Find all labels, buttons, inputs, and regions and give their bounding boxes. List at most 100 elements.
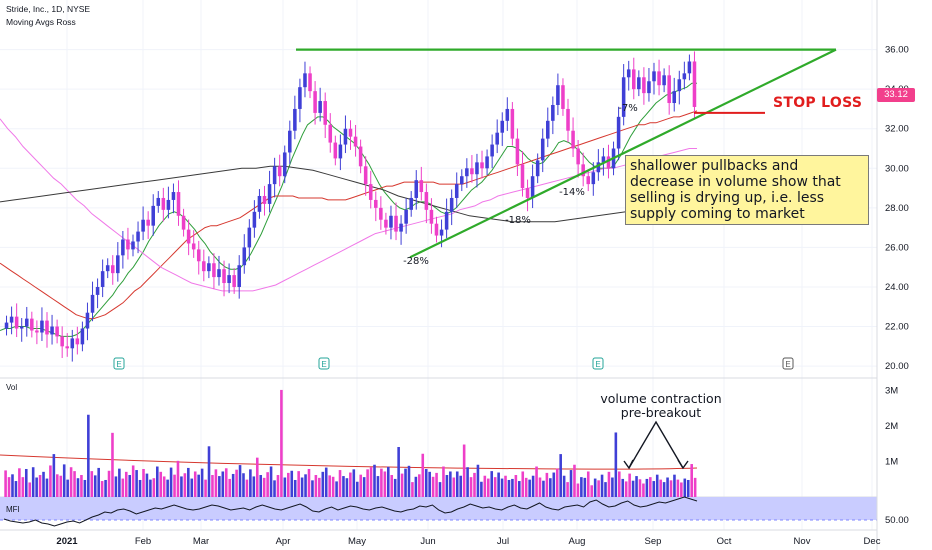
candle	[35, 330, 39, 333]
volume-bar	[331, 476, 335, 497]
volume-bar	[655, 474, 659, 497]
candle	[374, 199, 378, 208]
volume-bar	[590, 485, 594, 497]
candle	[480, 162, 484, 169]
candle	[60, 336, 64, 347]
pullback-label: -7%	[618, 103, 637, 114]
price-tick: 24.00	[885, 282, 909, 293]
volume-bar	[483, 475, 487, 497]
candle	[637, 77, 641, 90]
volume-bar	[176, 460, 180, 497]
volume-bar	[352, 469, 356, 497]
volume-bar	[321, 471, 325, 497]
earnings-marker	[592, 357, 604, 370]
time-tick: Nov	[794, 536, 811, 547]
volume-bar	[45, 478, 49, 497]
volume-bar	[345, 478, 349, 497]
volume-bar	[214, 469, 218, 497]
volume-bar	[362, 477, 366, 497]
volume-bar	[145, 473, 149, 497]
candle	[95, 286, 100, 295]
candle	[85, 312, 90, 329]
volume-bar	[121, 478, 125, 497]
volume-bar	[535, 466, 538, 497]
candle	[510, 108, 515, 139]
candle	[131, 241, 135, 250]
candle	[19, 326, 24, 329]
volume-tick: 2M	[885, 421, 898, 432]
candle	[298, 87, 302, 109]
candle	[65, 346, 70, 349]
volume-bar	[400, 473, 404, 497]
volume-bar	[490, 471, 494, 497]
volume-bar	[693, 477, 697, 497]
candle	[136, 231, 140, 242]
volume-bar	[149, 479, 152, 497]
candle	[323, 101, 327, 125]
candle	[404, 209, 408, 224]
indicator-legend[interactable]: Moving Avgs Ross	[6, 17, 76, 27]
last-price-badge: 33.12	[877, 88, 915, 102]
symbol-title[interactable]: Stride, Inc., 1D, NYSE	[6, 4, 91, 14]
rising-support-line	[409, 48, 837, 259]
candle	[657, 71, 661, 86]
time-tick: 2021	[56, 536, 78, 547]
volume-bar	[452, 477, 456, 497]
volume-bar	[493, 477, 497, 497]
volume-bar	[421, 453, 425, 497]
candle	[166, 199, 171, 210]
volume-bar	[35, 477, 38, 497]
volume-bar	[304, 474, 307, 497]
volume-bar	[31, 467, 35, 497]
volume-bar	[621, 478, 625, 497]
candle	[490, 144, 494, 157]
volume-bar	[104, 479, 107, 497]
volume-bar	[486, 478, 490, 497]
time-tick: Aug	[569, 536, 586, 547]
candle	[14, 316, 19, 329]
volume-bar	[390, 475, 394, 497]
time-tick: Apr	[276, 536, 291, 547]
candle	[647, 81, 651, 94]
volume-bar	[24, 468, 28, 497]
volume-bar	[128, 475, 132, 497]
candle	[515, 138, 520, 165]
volume-bar	[576, 483, 580, 497]
volume-bar	[152, 478, 156, 497]
price-tick: 32.00	[885, 124, 909, 135]
volume-bar	[266, 472, 269, 497]
candle	[9, 316, 14, 323]
earnings-marker-label: E	[116, 360, 121, 369]
volume-bar	[359, 474, 363, 497]
volume-bar	[521, 471, 525, 497]
volume-bar	[569, 470, 573, 497]
volume-bar	[193, 471, 197, 497]
volume-bar	[466, 467, 469, 497]
candle	[465, 168, 469, 177]
candle	[495, 132, 499, 145]
volume-bar	[52, 454, 56, 497]
volume-bar	[683, 478, 687, 497]
candle	[424, 192, 429, 210]
volume-bar	[231, 473, 235, 497]
volume-bar	[380, 468, 383, 497]
volume-bar	[349, 472, 352, 497]
volume-bar	[497, 472, 500, 497]
volume-bar	[542, 480, 545, 497]
volume-bar	[324, 467, 328, 497]
volume-bar	[586, 471, 590, 497]
volume-bar	[69, 467, 73, 497]
candle	[343, 128, 348, 145]
candle	[328, 124, 333, 143]
candle	[288, 130, 292, 153]
volume-bar	[287, 472, 290, 497]
mfi-label: MFI	[6, 505, 20, 514]
earnings-marker	[318, 357, 330, 370]
volume-tick: 1M	[885, 457, 898, 468]
candle	[272, 166, 277, 185]
volume-bar	[135, 470, 138, 497]
volume-bar	[431, 476, 435, 497]
candle	[55, 326, 59, 337]
mfi-band	[0, 497, 877, 520]
volume-bar	[73, 471, 76, 497]
